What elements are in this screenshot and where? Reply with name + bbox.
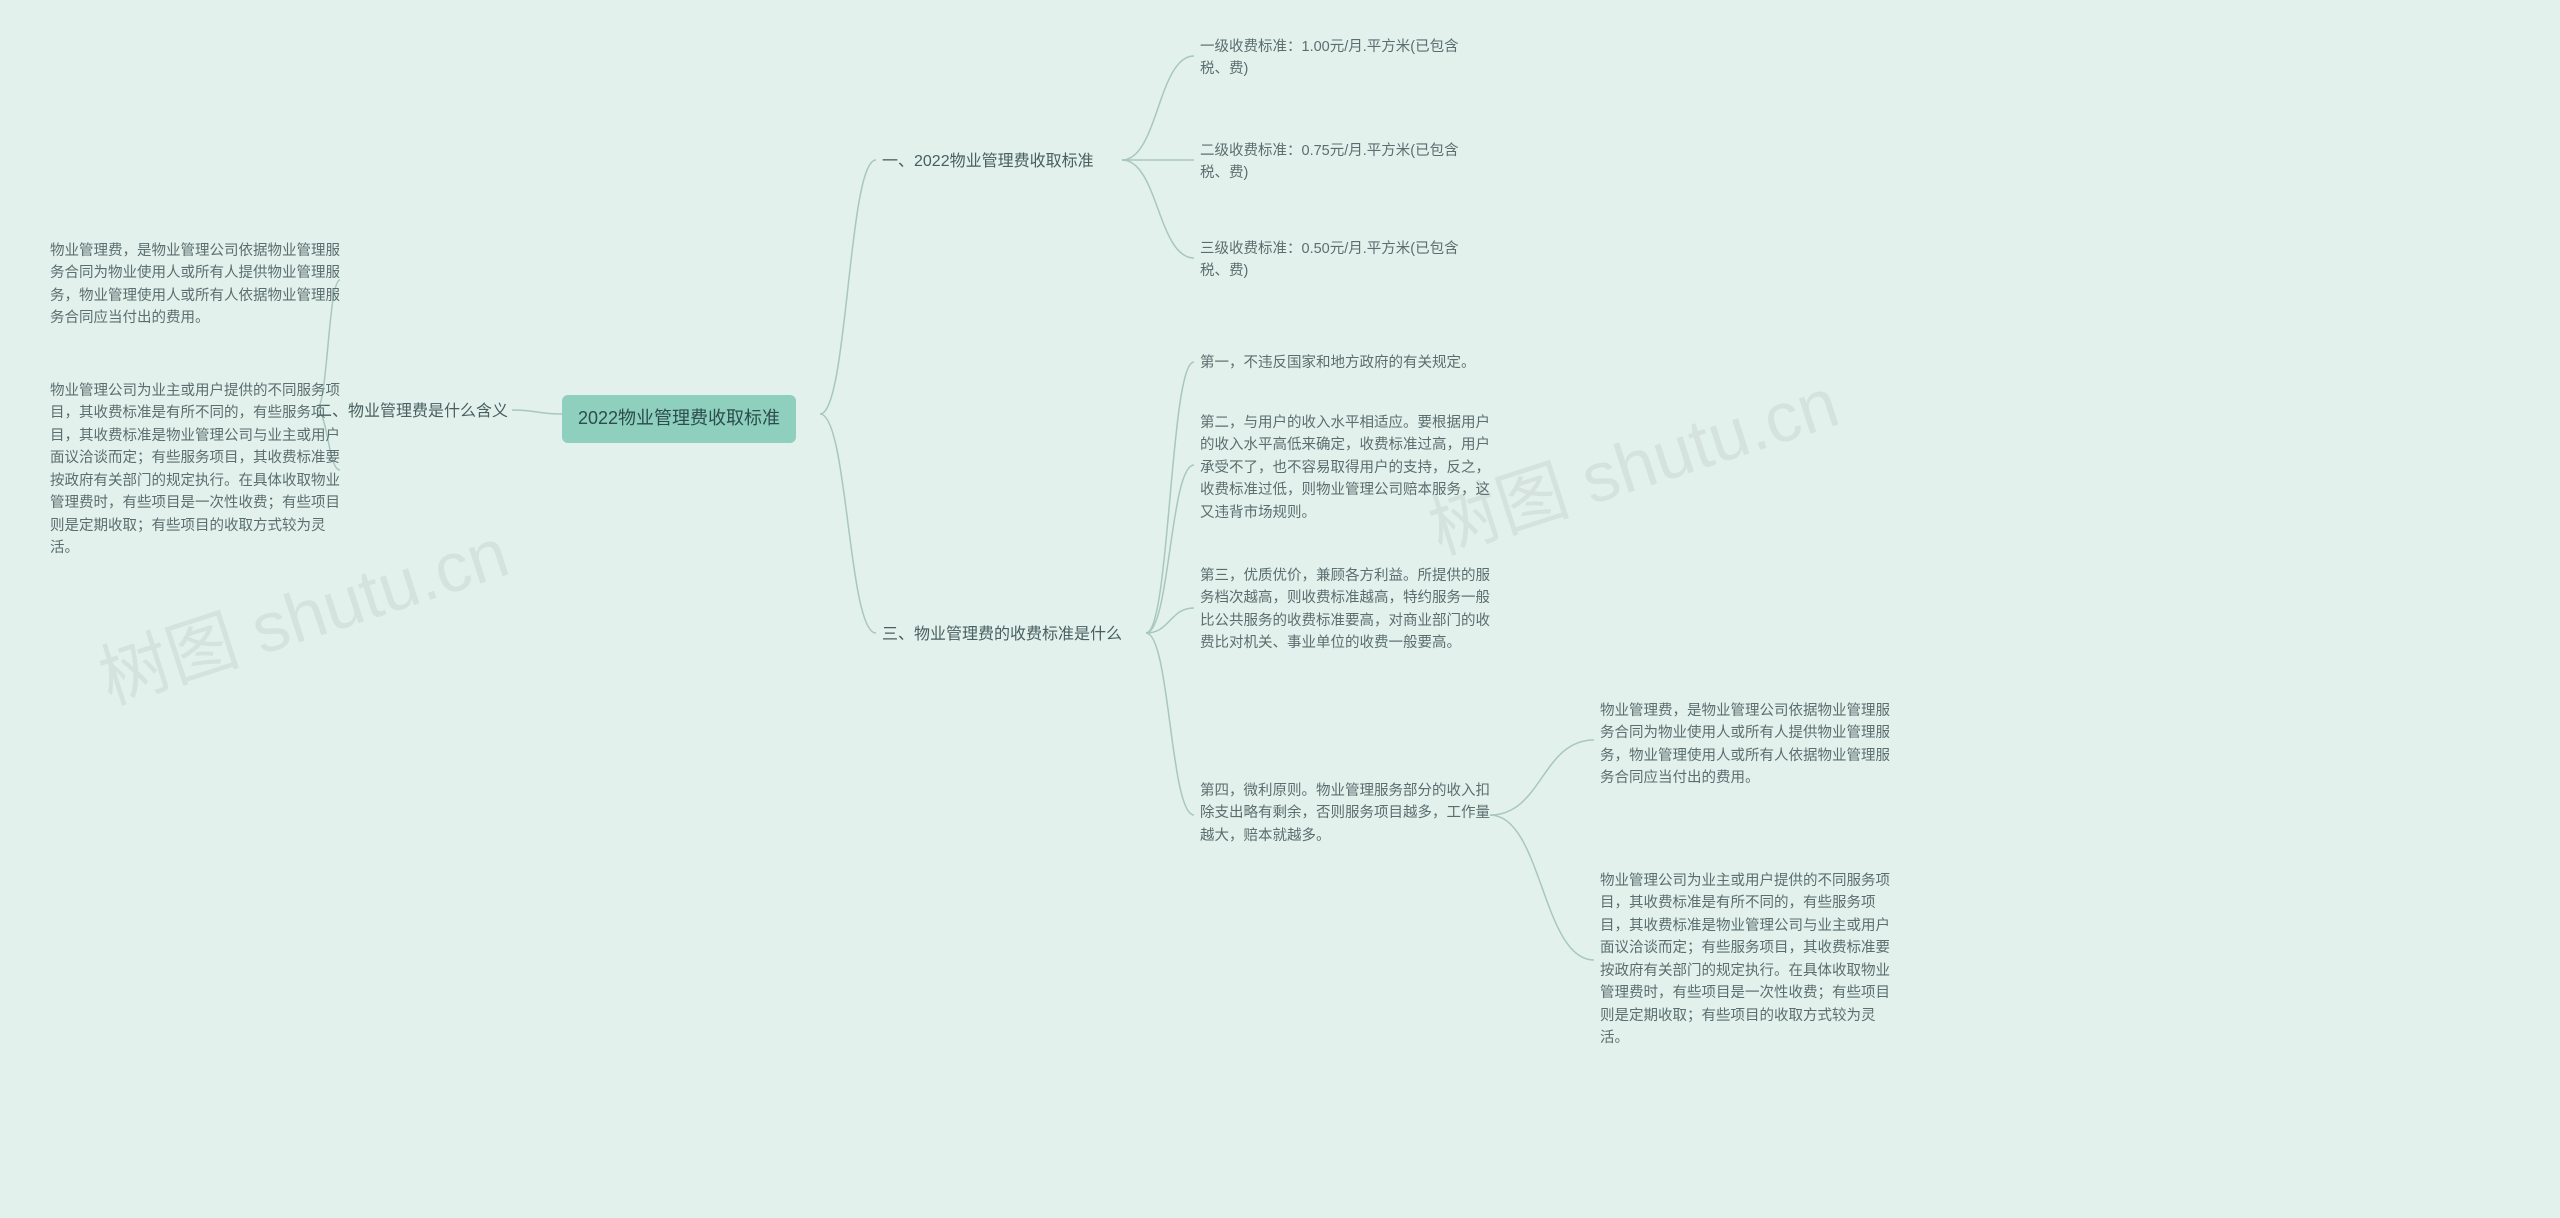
leaf-b3-4[interactable]: 第四，微利原则。物业管理服务部分的收入扣除支出略有剩余，否则服务项目越多，工作量…: [1200, 780, 1490, 847]
leaf-b1-2[interactable]: 二级收费标准：0.75元/月.平方米(已包含税、费): [1200, 140, 1480, 185]
root-node[interactable]: 2022物业管理费收取标准: [562, 395, 796, 443]
leaf-b2-1[interactable]: 物业管理费，是物业管理公司依据物业管理服务合同为物业使用人或所有人提供物业管理服…: [50, 240, 340, 330]
leaf-b3-4-a[interactable]: 物业管理费，是物业管理公司依据物业管理服务合同为物业使用人或所有人提供物业管理服…: [1600, 700, 1890, 790]
leaf-b3-4-b[interactable]: 物业管理公司为业主或用户提供的不同服务项目，其收费标准是有所不同的，有些服务项目…: [1600, 870, 1890, 1050]
leaf-b1-3[interactable]: 三级收费标准：0.50元/月.平方米(已包含税、费): [1200, 238, 1480, 283]
branch-2[interactable]: 二、物业管理费是什么含义: [316, 400, 508, 425]
leaf-b3-1[interactable]: 第一，不违反国家和地方政府的有关规定。: [1200, 352, 1476, 374]
leaf-b3-3[interactable]: 第三，优质优价，兼顾各方利益。所提供的服务档次越高，则收费标准越高，特约服务一般…: [1200, 565, 1490, 655]
branch-3[interactable]: 三、物业管理费的收费标准是什么: [882, 623, 1122, 648]
leaf-b2-2[interactable]: 物业管理公司为业主或用户提供的不同服务项目，其收费标准是有所不同的，有些服务项目…: [50, 380, 340, 560]
leaf-b3-2[interactable]: 第二，与用户的收入水平相适应。要根据用户的收入水平高低来确定，收费标准过高，用户…: [1200, 412, 1490, 524]
branch-1[interactable]: 一、2022物业管理费收取标准: [882, 150, 1094, 175]
leaf-b1-1[interactable]: 一级收费标准：1.00元/月.平方米(已包含税、费): [1200, 36, 1480, 81]
